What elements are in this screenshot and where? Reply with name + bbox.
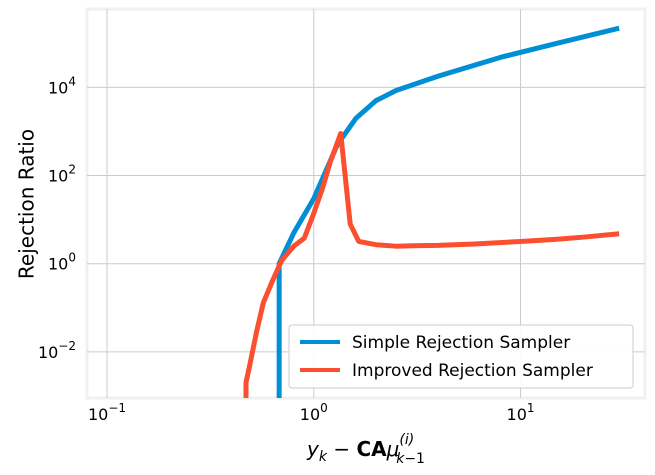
y-tick-label: 102 [48,163,76,186]
y-tick-label: 100 [48,251,76,274]
y-tick-label: 10−2 [38,339,76,362]
series-line-0 [276,25,620,398]
y-axis-label: Rejection Ratio [15,129,39,279]
x-tick-label: 10−1 [88,401,126,424]
y-ticks: 10−2 100 102 104 [38,74,76,362]
y-tick-label: 104 [48,74,76,97]
series-line-1 [243,130,620,398]
x-tick-label: 101 [507,401,535,424]
series-layer [243,25,620,398]
x-ticks: 10−1 100 101 [88,401,535,424]
legend-label-simple: Simple Rejection Sampler [352,333,570,353]
legend-box [288,324,634,389]
svg-text:yk − CAμ(i)k−1: yk − CAμ(i) k−1 [306,432,425,467]
legend-label-improved: Improved Rejection Sampler [352,361,593,381]
x-tick-label: 100 [300,401,328,424]
legend: Simple Rejection Sampler Improved Reject… [288,324,634,389]
x-axis-label: yk − CAμ(i) k−1 [306,432,425,467]
